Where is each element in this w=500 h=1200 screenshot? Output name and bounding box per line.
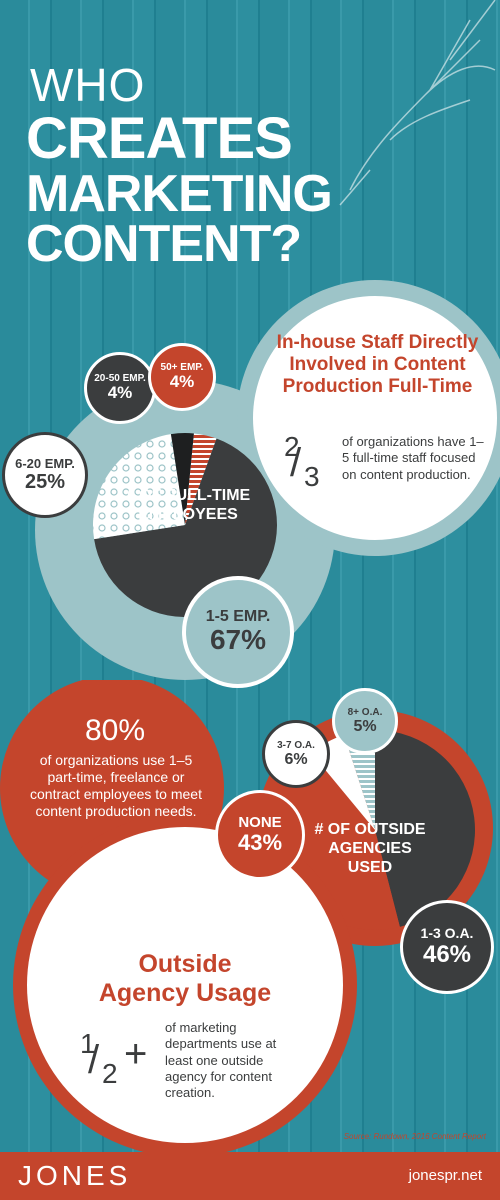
agency-fraction: 1 / 2 +	[78, 1028, 163, 1090]
pie-slice-1-3-o-a	[375, 730, 475, 927]
source-note: Source: Rundown, 2016 Content Report	[343, 1132, 486, 1141]
staff-info-circle	[253, 296, 497, 540]
badge-1-3-oa: 1-3 O.A. 46%	[400, 900, 494, 994]
agency-fraction-slash: /	[88, 1038, 100, 1082]
badge-6-20-emp: 6-20 EMP. 25%	[2, 432, 88, 518]
footer-bar: JONES jonespr.net	[0, 1152, 500, 1200]
agency-fraction-num: 1	[80, 1028, 96, 1059]
part-time-percent: 80%	[84, 714, 146, 747]
staff-heading: In-house Staff Directly Involved in Cont…	[276, 332, 479, 397]
staff-chart-svg	[35, 280, 500, 680]
badge-1-5-emp: 1-5 EMP. 67%	[182, 576, 294, 688]
pie-slice-1-5-emp	[94, 438, 278, 617]
agency-heading-line-1: Outside	[138, 950, 232, 978]
pie-slice-50-emp	[185, 433, 217, 525]
pie-slice-8-o-a	[344, 730, 375, 830]
footer-site-link[interactable]: jonespr.net	[408, 1167, 482, 1184]
title-line-4: CONTENT?	[26, 215, 302, 273]
pie-slice-6-20-emp	[93, 434, 185, 540]
title-line-3: MARKETING	[26, 165, 333, 223]
badge-20-50-emp: 20-50 EMP. 4%	[84, 352, 156, 424]
badge-8-plus-oa: 8+ O.A. 5%	[332, 688, 398, 754]
staff-pie	[93, 433, 278, 617]
staff-fraction-slash: /	[290, 441, 302, 485]
agency-heading-line-2: Agency Usage	[98, 978, 272, 1007]
agency-chart-title: # OF OUTSIDE AGENCIES USED	[314, 821, 426, 877]
agency-heading: Outside Agency Usage	[70, 950, 300, 1008]
agency-fraction-plus: +	[124, 1032, 148, 1076]
jones-logo: JONES	[18, 1160, 132, 1191]
staff-fraction: 2 / 3	[282, 431, 332, 493]
staff-chart-title: # OF FULL-TIME EMPLOYEES	[125, 487, 251, 524]
staff-fraction-den: 3	[304, 461, 320, 492]
title-line-1: WHO	[30, 59, 146, 111]
badge-3-7-oa: 3-7 O.A. 6%	[262, 720, 330, 788]
badge-none: NONE 43%	[215, 790, 305, 880]
staff-fraction-text: of organizations have 1–5 full-time staf…	[342, 434, 484, 482]
part-time-text: of organizations use 1–5 part-time, free…	[30, 752, 202, 820]
agency-fraction-text: of marketing departments use at least on…	[165, 1020, 277, 1100]
title-line-2: CREATES	[26, 106, 293, 171]
pie-slice-20-50-emp	[170, 433, 194, 525]
staff-fraction-num: 2	[284, 431, 300, 462]
agency-info-circle	[27, 827, 343, 1143]
badge-50-plus-emp: 50+ EMP. 4%	[148, 343, 216, 411]
hand-sketch-icon	[339, 0, 496, 206]
agency-fraction-den: 2	[102, 1058, 118, 1089]
